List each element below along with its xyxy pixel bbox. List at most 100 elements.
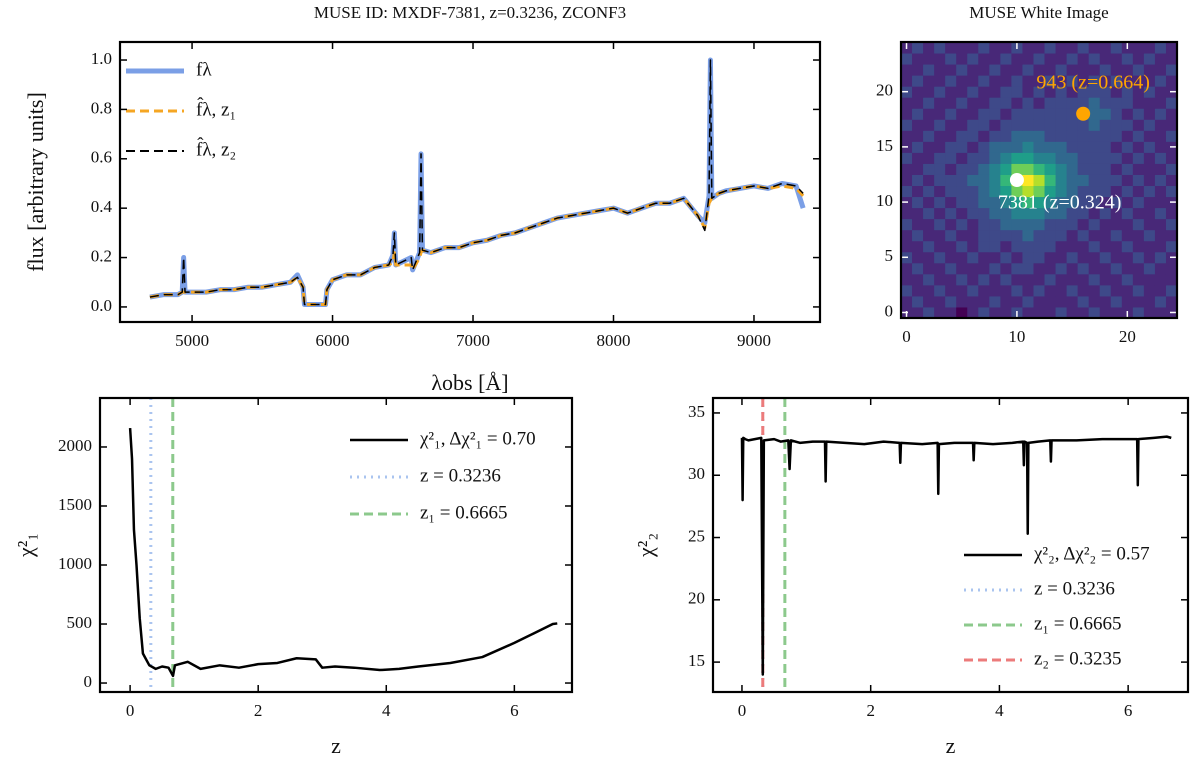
pixel	[1099, 97, 1112, 109]
legend-label: z = 0.3236	[1034, 578, 1115, 599]
pixel	[1033, 262, 1046, 275]
pixel	[1099, 64, 1112, 76]
pixel	[1099, 262, 1112, 275]
x-axis-label: z	[331, 733, 341, 758]
series-line	[128, 428, 558, 678]
pixel	[934, 218, 946, 231]
x-tick-label: 9000	[737, 331, 771, 350]
pixel	[1044, 86, 1057, 98]
pixel	[1165, 262, 1177, 275]
pixel	[1022, 86, 1034, 98]
pixel	[1154, 284, 1167, 297]
pixel	[1099, 251, 1112, 264]
pixel	[1011, 218, 1023, 231]
pixel	[967, 86, 979, 98]
pixel	[1121, 273, 1134, 286]
pixel	[945, 273, 957, 286]
pixel	[1121, 152, 1134, 164]
pixel	[1055, 130, 1068, 142]
pixel	[989, 97, 1001, 109]
pixel	[1121, 207, 1134, 220]
pixel	[901, 262, 913, 275]
pixel	[1165, 229, 1177, 242]
pixel	[1022, 284, 1034, 297]
axes-frame	[98, 396, 574, 694]
y-tick-label: 0.6	[91, 148, 112, 167]
y-tick-label: 0.8	[91, 98, 112, 117]
pixel	[1066, 174, 1079, 187]
pixel	[967, 306, 979, 318]
pixel	[1000, 185, 1012, 198]
pixel	[1132, 240, 1145, 253]
pixel	[1022, 174, 1034, 187]
pixel	[934, 64, 946, 76]
pixel	[1099, 306, 1112, 318]
pixel	[1154, 218, 1167, 231]
pixel	[956, 185, 968, 198]
pixel	[956, 196, 968, 209]
pixel	[1055, 75, 1068, 87]
pixel	[1121, 53, 1134, 65]
pixel	[923, 207, 935, 220]
pixel	[1132, 251, 1145, 264]
pixel	[1066, 207, 1079, 220]
pixel	[923, 306, 935, 318]
pixel	[1077, 119, 1090, 131]
pixel	[912, 97, 924, 109]
pixel	[1033, 185, 1046, 198]
pixel	[945, 64, 957, 76]
legend-label: z₂ = 0.3235	[1034, 648, 1122, 669]
pixel	[978, 152, 990, 164]
pixel	[1066, 284, 1079, 297]
pixel	[1088, 119, 1101, 131]
pixel	[989, 218, 1001, 231]
pixel	[945, 306, 957, 318]
pixel	[967, 53, 979, 65]
pixel	[1055, 196, 1068, 209]
pixel	[1088, 174, 1101, 187]
pixel	[1110, 262, 1123, 275]
pixel	[934, 262, 946, 275]
pixel	[1011, 185, 1023, 198]
pixel	[1022, 218, 1034, 231]
pixel	[1011, 207, 1023, 220]
pixel	[934, 295, 946, 308]
pixel	[1066, 64, 1079, 76]
pixel	[1165, 108, 1177, 120]
pixel	[1022, 251, 1034, 264]
axes-frame	[711, 396, 1190, 694]
pixel	[1022, 229, 1034, 242]
pixel	[1121, 185, 1134, 198]
pixel	[1077, 64, 1090, 76]
pixel	[1132, 53, 1145, 65]
pixel	[1000, 306, 1012, 318]
x-tick-label: 0	[738, 701, 747, 720]
pixel	[1044, 196, 1057, 209]
pixel	[956, 42, 968, 54]
pixel	[1000, 251, 1012, 264]
pixel	[1000, 174, 1012, 187]
legend-label: z = 0.3236	[420, 465, 501, 486]
pixel	[1055, 97, 1068, 109]
pixel	[1011, 75, 1023, 87]
pixel	[1088, 75, 1101, 87]
pixel	[934, 119, 946, 131]
pixel	[912, 141, 924, 153]
pixel	[978, 75, 990, 87]
pixel	[901, 240, 913, 253]
pixel	[945, 196, 957, 209]
pixel	[945, 75, 957, 87]
pixel	[912, 86, 924, 98]
pixel	[1022, 97, 1034, 109]
pixel	[967, 141, 979, 153]
pixel	[1044, 108, 1057, 120]
pixel	[956, 141, 968, 153]
x-tick-label: 0	[126, 701, 135, 720]
pixel	[1165, 273, 1177, 286]
pixel	[1011, 130, 1023, 142]
pixel	[1033, 64, 1046, 76]
pixel	[967, 207, 979, 220]
x-tick-label: 6	[510, 701, 519, 720]
pixel	[934, 108, 946, 120]
pixel	[956, 295, 968, 308]
